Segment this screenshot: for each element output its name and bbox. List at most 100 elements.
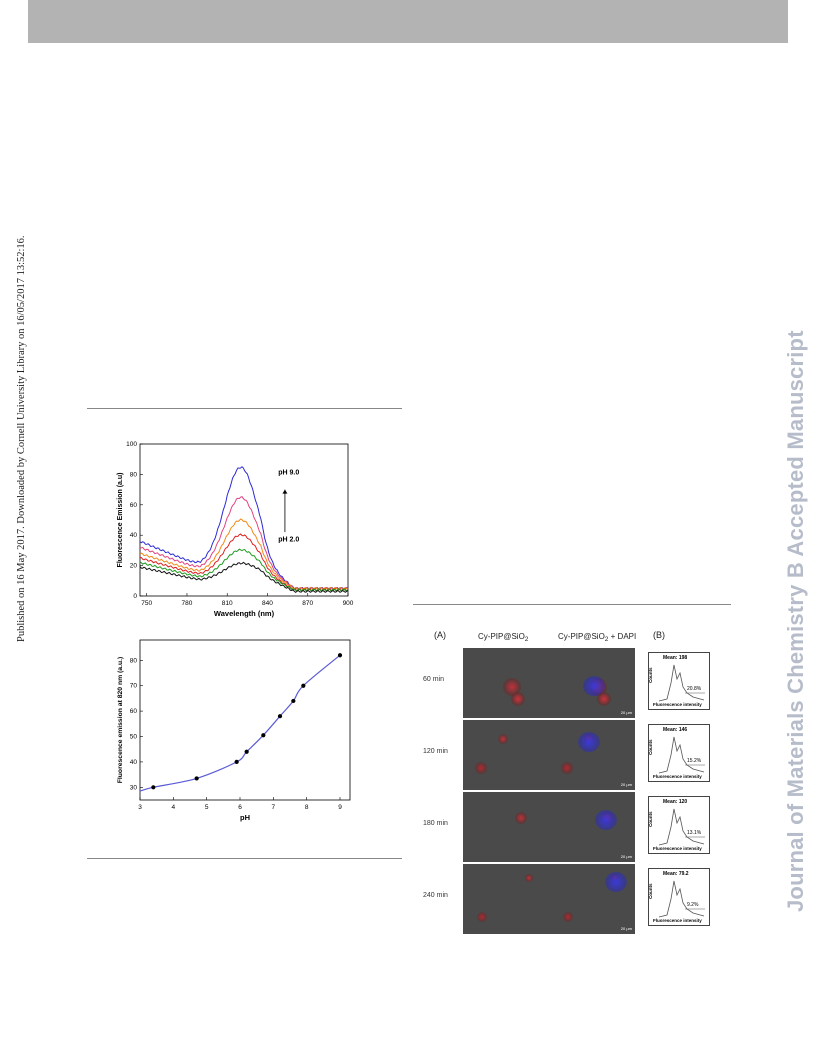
y-tick-label: 80 [130,471,138,478]
ph-chart: 3 4 5 6 7 8 9 30 40 50 60 70 80 pH Fluorescence emissi… [117,639,351,822]
spectrum-line [139,466,349,590]
y-tick-label: 50 [130,734,138,741]
annotation-ph-low: pH 2.0 [278,536,299,543]
x-tick-label: 8 [305,804,309,811]
flow-ylabel: Counts [648,667,653,684]
cell-stain [475,762,487,774]
flow-mean: Mean: 146 [663,727,688,733]
scale-bar: 20 μm [620,782,632,787]
micrograph-row: 20 μm [463,720,635,790]
micrograph-row: 20 μm [463,648,635,718]
spectrum-line [139,533,349,592]
arrow-head [282,489,288,494]
data-point [194,776,199,781]
x-tick-label: 6 [238,804,242,811]
spectrum-line [139,548,349,592]
time-label: 180 min [423,820,448,827]
flow-percent: 9.2% [687,902,699,908]
flow-percent: 13.1% [687,830,702,836]
data-point [244,749,249,754]
plot-frame [139,443,349,597]
col1-title: Cy-PIP@SiO2 [478,632,529,643]
y-tick-label: 20 [130,563,138,570]
rule-bottom-left [87,858,402,859]
col2-title: Cy-PIP@SiO2 + DAPI [558,632,637,643]
y-tick-label: 60 [130,708,138,715]
time-label: 240 min [423,892,448,899]
data-point [337,653,343,658]
x-tick-label: 4 [172,804,176,811]
time-label: 60 min [423,676,445,683]
x-tick-label: 780 [182,600,193,607]
cell-stain [561,762,573,774]
nucleus-stain [595,810,617,830]
y-tick-label: 0 [133,593,137,600]
flow-histogram: Mean: 79.2 9.2% Counts Fluorescence intensi… [648,868,710,926]
y-tick-label: 60 [130,502,138,509]
micrograph-row: 20 μm [463,864,635,934]
nucleus-stain [583,676,605,696]
rule-right [413,604,731,605]
flow-xlabel: Fluorescence intensity [653,918,702,923]
micrograph-merge: 20 μm [549,864,635,934]
data-point [291,698,296,704]
annotation-ph-high: pH 9.0 [278,469,299,476]
data-point [301,683,306,688]
y-tick-label: 70 [130,683,138,690]
cell-stain [525,874,533,882]
x-tick-label: 840 [262,600,273,607]
x-tick-label: 750 [141,600,152,607]
nucleus-stain [605,872,627,892]
flow-ylabel: Counts [648,811,653,828]
micrograph-row: 20 μm [463,792,635,862]
journal-watermark: Journal of Materials Chemistry B Accepte… [783,330,808,912]
x-tick-label: 900 [343,600,354,607]
y-axis-label: Fluorescence emission at 820 nm (a.u.) [117,657,124,784]
cell-stain [477,912,487,922]
flow-percent: 20.8% [687,686,702,692]
data-point [277,714,283,719]
y-tick-label: 40 [130,532,138,539]
time-label: 120 min [423,748,448,755]
cell-stain [515,812,527,824]
publication-note: Published on 16 May 2017. Downloaded by … [16,235,27,642]
flow-percent: 15.2% [687,758,702,764]
flow-histogram: Mean: 198 20.8% Counts Fluorescence intensi… [648,652,710,710]
cell-stain [503,678,521,696]
spectrum-chart: 750 780 810 840 870 900 0 20 40 60 80 100 Wavelength… [117,441,354,618]
data-point [261,733,266,738]
flow-xlabel: Fluorescence intensity [653,774,702,779]
flow-xlabel: Fluorescence intensity [653,846,702,851]
x-tick-label: 7 [272,804,276,811]
x-tick-label: 810 [222,600,233,607]
x-axis-label: pH [240,813,250,822]
x-tick-label: 3 [138,804,142,811]
flow-ylabel: Counts [648,739,653,756]
x-axis-label: Wavelength (nm) [214,609,275,618]
scale-bar: 20 μm [620,854,632,859]
flow-ylabel: Counts [648,883,653,900]
nucleus-stain [578,732,600,752]
flow-mean: Mean: 198 [663,655,688,661]
flow-xlabel: Fluorescence intensity [653,702,702,707]
spectrum-line [139,495,349,590]
label-b: (B) [653,630,665,640]
micrograph-cy [463,648,549,718]
cell-stain [498,734,508,744]
data-point [151,785,156,790]
x-tick-label: 5 [205,804,209,811]
y-tick-label: 80 [130,657,138,664]
scale-bar: 20 μm [620,926,632,931]
x-tick-label: 9 [338,804,342,811]
micrograph-merge: 20 μm [549,792,635,862]
micrograph-merge: 20 μm [549,648,635,718]
label-a: (A) [434,630,446,640]
y-tick-label: 100 [126,441,137,448]
flow-histogram: Mean: 120 13.1% Counts Fluorescence intensi… [648,796,710,854]
scale-bar: 20 μm [620,710,632,715]
cell-stain [597,692,611,706]
y-axis-label: Fluorescence Emission (a.u) [117,473,124,568]
y-tick-label: 40 [130,759,138,766]
data-point [234,759,239,765]
cell-stain [511,692,525,706]
